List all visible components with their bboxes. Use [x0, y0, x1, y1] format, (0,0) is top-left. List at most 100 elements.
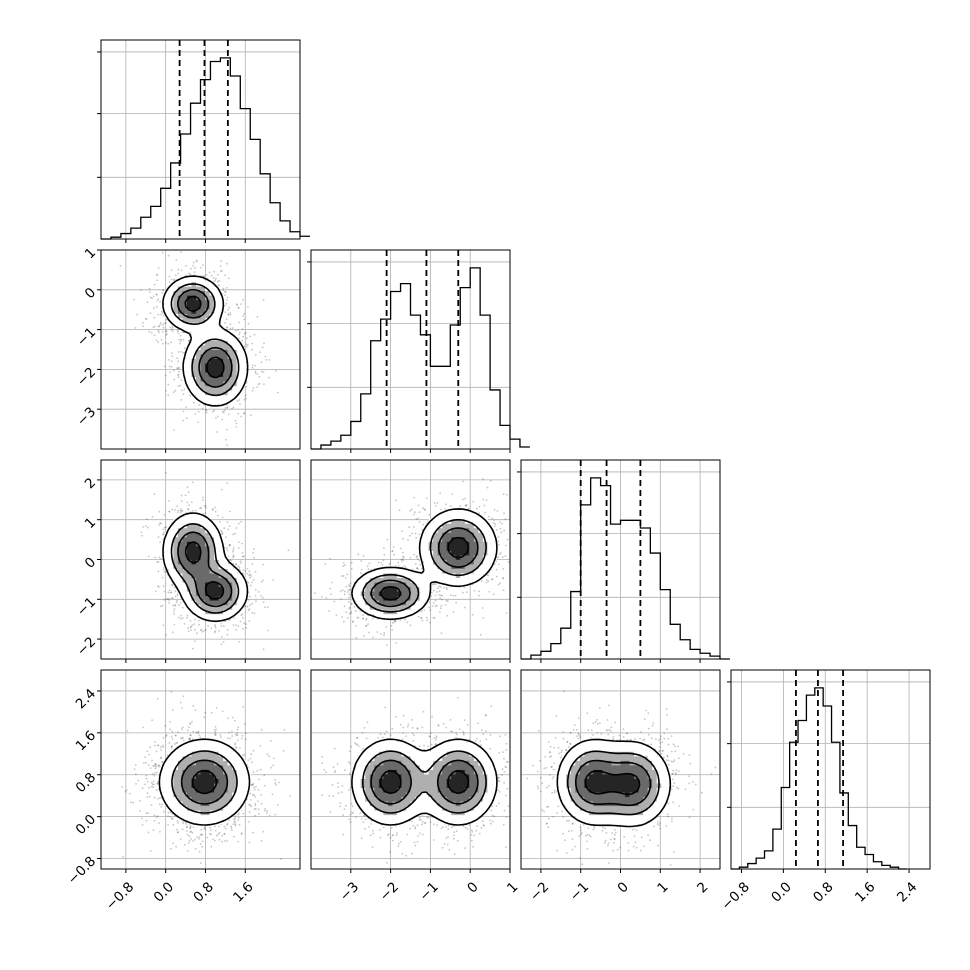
sample-point	[466, 591, 468, 594]
sample-point	[499, 528, 502, 530]
sample-point	[365, 624, 368, 627]
sample-point	[464, 497, 466, 500]
density-cell	[205, 326, 210, 332]
sample-point	[157, 536, 160, 538]
sample-point	[193, 271, 196, 274]
sample-point	[417, 517, 419, 520]
sample-point	[481, 607, 484, 609]
sample-point	[155, 339, 158, 342]
sample-point	[480, 580, 483, 583]
sample-point	[227, 313, 230, 316]
sample-point	[162, 624, 165, 626]
sample-point	[229, 313, 232, 316]
sample-point	[484, 511, 486, 514]
sample-point	[355, 637, 358, 639]
sample-point	[243, 622, 246, 625]
sample-point	[347, 601, 350, 603]
density-cell	[369, 609, 375, 615]
density-cell	[218, 376, 224, 382]
sample-point	[218, 284, 221, 287]
sample-point	[231, 327, 234, 329]
sample-point	[499, 582, 501, 585]
density-cell	[195, 317, 201, 323]
sample-point	[399, 547, 402, 550]
sample-point	[413, 526, 415, 528]
sample-point	[140, 531, 143, 534]
sample-point	[170, 366, 173, 368]
sample-point	[181, 389, 184, 392]
sample-point	[134, 327, 137, 329]
sample-point	[177, 366, 180, 369]
sample-point	[233, 617, 235, 620]
sample-point	[397, 561, 399, 564]
sample-point	[225, 318, 228, 321]
sample-point	[249, 595, 251, 598]
sample-point	[224, 536, 227, 539]
sample-point	[172, 604, 174, 607]
sample-point	[502, 589, 505, 592]
sample-point	[239, 620, 242, 623]
sample-point	[415, 536, 418, 539]
density-cell	[173, 573, 179, 578]
density-cell	[186, 564, 192, 569]
sample-point	[194, 628, 196, 631]
sample-point	[262, 299, 265, 301]
density-cell	[195, 376, 201, 382]
sample-point	[252, 579, 255, 581]
sample-point	[210, 274, 213, 277]
sample-point	[492, 522, 495, 524]
sample-point	[213, 409, 216, 412]
sample-point	[237, 541, 240, 544]
density-cell	[214, 591, 219, 597]
sample-point	[240, 614, 243, 616]
sample-point	[220, 260, 223, 262]
sample-point	[254, 370, 257, 373]
density-cell	[227, 394, 233, 400]
sample-point	[176, 330, 179, 333]
sample-point	[325, 597, 328, 599]
sample-point	[253, 556, 256, 559]
sample-point	[163, 526, 166, 529]
sample-point	[276, 391, 279, 394]
sample-point	[162, 585, 165, 588]
sample-point	[204, 628, 207, 631]
sample-point	[342, 620, 345, 623]
density-cell	[214, 322, 219, 328]
sample-point	[382, 559, 385, 562]
sample-point	[256, 315, 259, 318]
sample-point	[472, 501, 475, 503]
sample-point	[176, 511, 179, 514]
density-cell	[209, 399, 215, 405]
density-cell	[182, 573, 188, 578]
sample-point	[165, 390, 167, 392]
sample-point	[183, 388, 186, 391]
sample-point	[237, 329, 240, 331]
density-cell	[209, 317, 215, 323]
sample-point	[417, 558, 419, 560]
sample-point	[227, 314, 230, 316]
sample-point	[217, 415, 219, 418]
sample-point	[350, 610, 352, 613]
sample-point	[390, 624, 393, 627]
sample-point	[473, 589, 476, 592]
density-cell	[200, 363, 206, 368]
sample-point	[220, 625, 223, 628]
sample-point	[475, 507, 478, 510]
density-cell	[191, 277, 197, 283]
sample-point	[177, 376, 180, 379]
sample-point	[165, 472, 167, 474]
sample-point	[232, 406, 235, 409]
density-cell	[223, 331, 229, 337]
sample-point	[381, 564, 384, 567]
sample-point	[191, 647, 194, 650]
sample-point	[495, 560, 498, 563]
sample-point	[173, 429, 175, 431]
density-cell	[200, 577, 206, 583]
sample-point	[235, 527, 238, 529]
density-cell	[200, 554, 206, 560]
sample-point	[224, 311, 227, 313]
sample-point	[449, 505, 452, 507]
density-cell	[209, 600, 215, 606]
sample-point	[462, 498, 464, 501]
density-cell	[241, 586, 247, 592]
